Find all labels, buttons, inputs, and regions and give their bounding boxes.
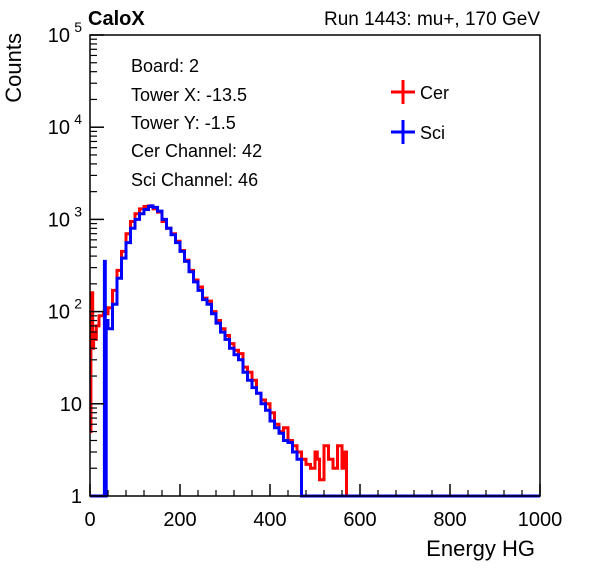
- y-tick-label: 1: [71, 486, 82, 508]
- legend-entry-cer: Cer: [391, 80, 449, 104]
- legend-entry-sci: Sci: [391, 120, 445, 144]
- legend-label-cer: Cer: [420, 83, 449, 103]
- y-tick-label-exponent: 5: [74, 19, 82, 35]
- y-tick-label-exponent: 4: [74, 111, 82, 127]
- info-line-cer-channel: Cer Channel: 42: [131, 141, 262, 161]
- series-line-sci: [90, 204, 540, 498]
- info-line-tower-x: Tower X: -13.5: [131, 85, 247, 105]
- y-axis-label: Counts: [1, 33, 26, 103]
- plot-frame: [89, 34, 541, 497]
- y-tick-label: 10: [48, 302, 70, 324]
- x-tick-label: 800: [433, 509, 466, 531]
- y-tick-label-exponent: 2: [74, 296, 82, 312]
- legend-label-sci: Sci: [420, 123, 445, 143]
- caloX-label: CaloX: [88, 8, 145, 30]
- x-axis-label: Energy HG: [426, 536, 535, 561]
- series-line-cer: [89, 204, 540, 498]
- x-tick-label: 1000: [518, 509, 563, 531]
- info-line-sci-channel: Sci Channel: 46: [131, 170, 258, 190]
- y-tick-label: 10: [60, 394, 82, 416]
- y-tick-label: 10: [48, 25, 70, 47]
- x-tick-label: 0: [84, 509, 95, 531]
- info-box: Board: 2 Tower X: -13.5 Tower Y: -1.5 Ce…: [131, 56, 262, 190]
- x-tick-label: 400: [253, 509, 286, 531]
- y-tick-label: 10: [48, 209, 70, 231]
- info-line-tower-y: Tower Y: -1.5: [131, 113, 236, 133]
- info-line-board: Board: 2: [131, 56, 199, 76]
- y-tick-label: 10: [48, 117, 70, 139]
- y-tick-label-exponent: 3: [74, 203, 82, 219]
- run-label: Run 1443: mu+, 170 GeV: [324, 9, 540, 30]
- x-tick-label: 600: [343, 509, 376, 531]
- x-tick-label: 200: [163, 509, 196, 531]
- legend: Cer Sci: [391, 80, 449, 144]
